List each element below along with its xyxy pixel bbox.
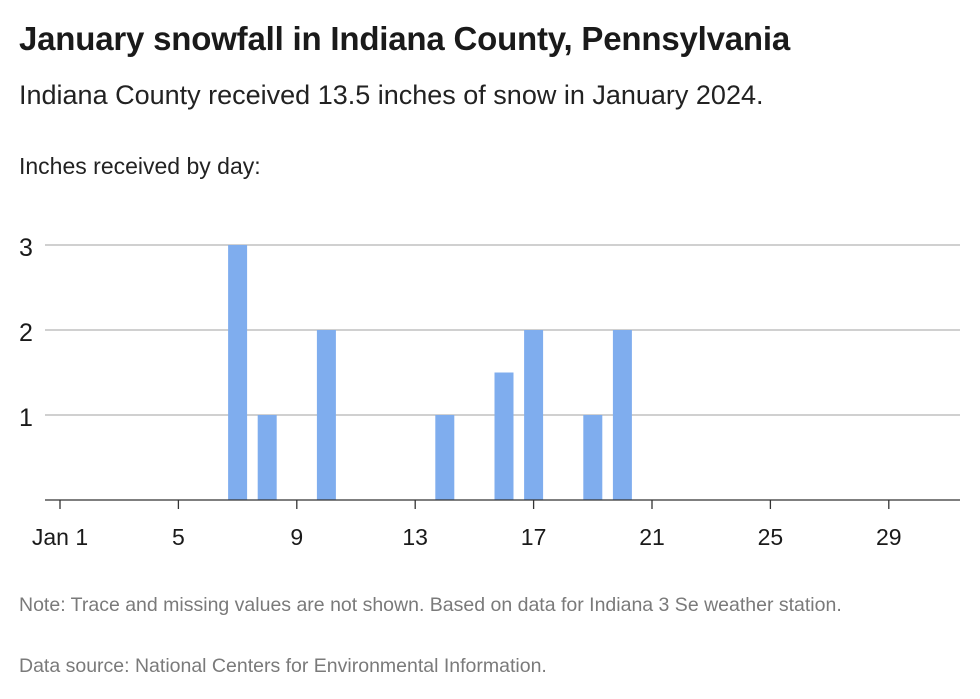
bar	[316, 330, 336, 500]
x-tick-label: 29	[876, 524, 902, 550]
chart-note: Note: Trace and missing values are not s…	[19, 594, 842, 616]
x-tick-label: 17	[521, 524, 547, 550]
bar	[524, 330, 544, 500]
y-tick-label: 1	[19, 404, 33, 432]
x-tick-label: 9	[290, 524, 303, 550]
bar	[435, 415, 455, 500]
chart-subtitle: Indiana County received 13.5 inches of s…	[19, 80, 764, 110]
bar	[228, 245, 248, 500]
bar	[494, 372, 514, 500]
chart-title: January snowfall in Indiana County, Penn…	[19, 20, 790, 57]
y-tick-label: 3	[19, 234, 33, 262]
y-tick-label: 2	[19, 319, 33, 347]
bar	[583, 415, 603, 500]
x-tick-label: 13	[402, 524, 428, 550]
x-tick-label: 5	[172, 524, 185, 550]
bar-chart: 1 2 3 Jan 1 5 9 13 17 21 25 29	[19, 234, 960, 550]
y-axis-label: Inches received by day:	[19, 153, 261, 179]
x-tick-label: 25	[758, 524, 784, 550]
bar	[612, 330, 632, 500]
bar	[257, 415, 277, 500]
data-source: Data source: National Centers for Enviro…	[19, 655, 547, 677]
x-tick-label: Jan 1	[32, 524, 88, 550]
x-tick-label: 21	[639, 524, 665, 550]
